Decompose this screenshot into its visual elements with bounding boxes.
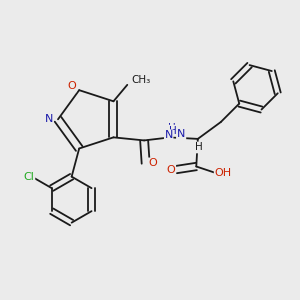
Text: O: O [148,158,157,168]
Text: N: N [177,129,185,139]
Text: O: O [67,82,76,92]
Text: N: N [45,114,53,124]
Text: O: O [167,165,175,175]
Text: CH₃: CH₃ [132,75,151,85]
Text: N: N [164,130,173,140]
Text: H: H [168,123,176,133]
Text: OH: OH [215,168,232,178]
Text: Cl: Cl [23,172,34,182]
Text: H: H [196,142,203,152]
Text: H: H [169,126,176,136]
